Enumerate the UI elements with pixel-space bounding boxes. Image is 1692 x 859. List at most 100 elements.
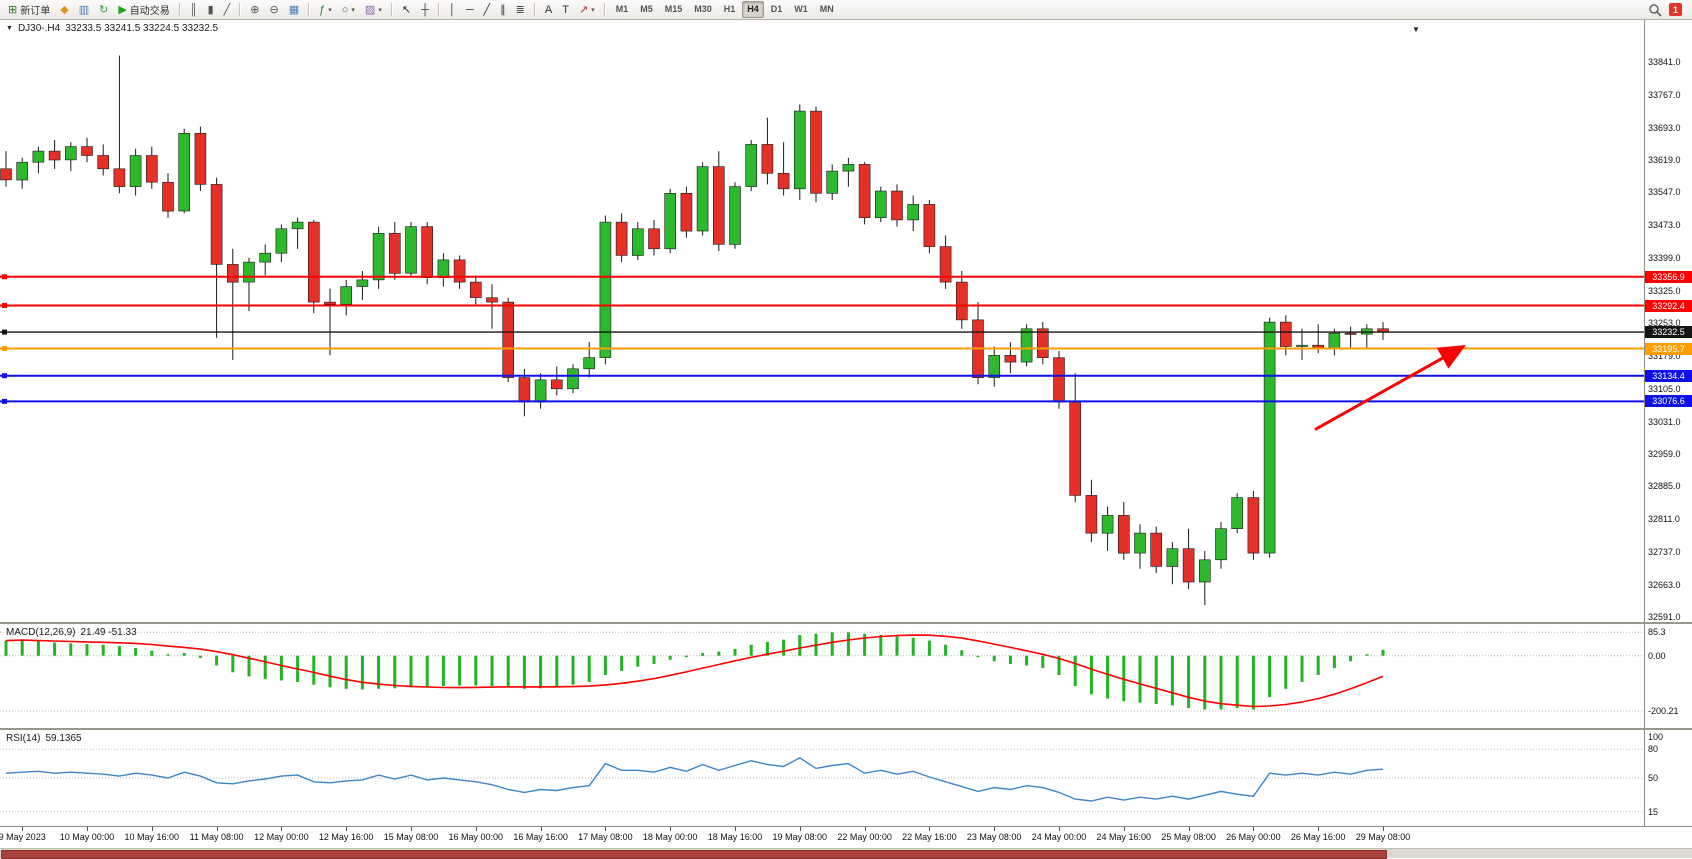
tf-m30-button[interactable]: M30 <box>689 1 717 18</box>
trendline-button[interactable]: ╱ <box>480 1 495 19</box>
bar-chart-button[interactable]: ║ <box>186 1 202 19</box>
tf-h1-button[interactable]: H1 <box>719 1 741 18</box>
zoom-out-button[interactable]: ⊖ <box>265 1 282 19</box>
axis-tick-label: 33841.0 <box>1648 56 1681 67</box>
new-order-button[interactable]: ⊞ 新订单 <box>4 1 54 19</box>
vertical-line-button[interactable]: │ <box>445 1 460 19</box>
candle-body <box>648 228 660 250</box>
chart-menu-arrow-icon[interactable]: ▼ <box>1412 25 1420 34</box>
macd-histogram-bar <box>733 648 737 656</box>
candle-body <box>1263 321 1276 554</box>
market-watch-button[interactable]: ▥ <box>75 1 93 19</box>
horizontal-line-button[interactable]: ─ <box>462 1 478 19</box>
axis-tick-label: 32591.0 <box>1648 612 1681 623</box>
periods-button[interactable]: ○ ▾ <box>338 1 359 19</box>
text-label-button[interactable]: T <box>558 1 573 19</box>
toolbar-separator <box>603 3 606 16</box>
toolbar-separator <box>437 3 440 16</box>
bar-chart-icon: ║ <box>189 3 198 16</box>
indicators-button[interactable]: ƒ ▾ <box>315 1 336 19</box>
candle-body <box>1199 559 1211 583</box>
time-tick <box>1383 827 1384 831</box>
macd-histogram-bar <box>20 639 24 656</box>
axis-tick-label: 50 <box>1648 773 1659 783</box>
candle-body <box>340 286 353 305</box>
tf-m15-button[interactable]: M15 <box>660 1 688 18</box>
time-label: 29 May 08:00 <box>1355 832 1411 842</box>
line-anchor-marker <box>2 329 7 335</box>
axis-tick-label: 33031.0 <box>1648 416 1681 427</box>
candle-body <box>307 221 320 303</box>
candle-body <box>194 133 207 185</box>
axis-tick-label: 32737.0 <box>1648 547 1681 558</box>
tf-d1-button[interactable]: D1 <box>766 1 788 18</box>
macd-histogram-bar <box>247 655 251 677</box>
tf-m1-button[interactable]: M1 <box>611 1 634 18</box>
panel-splitter[interactable] <box>0 622 1692 624</box>
axis-tick-label: -200.21 <box>1648 705 1679 716</box>
line-chart-button[interactable]: ╱ <box>220 1 235 19</box>
axis-tick-label: 15 <box>1648 806 1659 817</box>
trend-arrow-object[interactable] <box>1314 344 1467 431</box>
notification-badge[interactable]: 1 <box>1669 3 1682 16</box>
symbol-dropdown-icon[interactable]: ▼ <box>6 25 13 32</box>
candle-body <box>567 368 579 390</box>
candle-body <box>372 233 385 281</box>
macd-histogram-bar <box>279 655 283 681</box>
macd-histogram-bar <box>506 655 510 688</box>
auto-trading-button[interactable]: ▶ 自动交易 <box>114 1 173 19</box>
candle-body <box>1182 548 1195 583</box>
candle-body <box>16 161 29 181</box>
tf-m5-button-label: M5 <box>640 4 653 14</box>
candlestick-chart <box>0 55 1644 606</box>
macd-histogram-bar <box>1041 655 1045 669</box>
axis-tick-label: 33767.0 <box>1648 89 1681 100</box>
templates-button[interactable]: ▨ ▾ <box>361 1 386 19</box>
fibonacci-button[interactable]: ≣ <box>512 1 529 19</box>
macd-histogram-bar <box>717 651 721 656</box>
search-icon[interactable] <box>1648 3 1662 17</box>
market-watch-icon: ▥ <box>78 3 90 16</box>
time-label: 12 May 00:00 <box>254 832 309 842</box>
time-tick <box>929 827 931 831</box>
zoom-in-button[interactable]: ⊕ <box>246 1 263 19</box>
refresh-button[interactable]: ↻ <box>95 1 112 19</box>
panel-splitter[interactable] <box>0 728 1692 730</box>
candlestick-button[interactable]: ▮ <box>204 1 218 19</box>
macd-histogram-bar <box>1235 655 1239 709</box>
macd-histogram-bar <box>782 639 786 656</box>
main-chart-panel: ▼ DJ30-.H4 33233.5 33241.5 33224.5 33232… <box>0 20 1644 622</box>
time-tick <box>864 827 866 831</box>
time-axis[interactable]: 9 May 2023 10 May 00:00 10 May 16:00 11 May… <box>0 826 1692 848</box>
tf-mn-button[interactable]: MN <box>815 1 839 18</box>
tile-windows-button[interactable]: ▦ <box>285 1 303 19</box>
arrows-button[interactable]: ↗ ▾ <box>575 1 599 19</box>
tf-h4-button[interactable]: H4 <box>742 1 764 18</box>
templates-icon: ▨ <box>364 3 376 16</box>
macd-histogram-bar <box>830 632 834 656</box>
channel-button[interactable]: ∥ <box>496 1 510 19</box>
crosshair-button[interactable]: ┼ <box>417 1 433 19</box>
toolbar: ⊞ 新订单 ◆ ▥ ↻ ▶ 自动交易 ║ ▮ ╱ ⊕ ⊖ ▦ ƒ ▾ ○ ▾ ▨ ▾ ↖ ┼ │ ─ ╱ ∥ ≣ A T ↗ ▾ M1 M5 M… <box>0 0 1692 20</box>
trendline-icon: ╱ <box>483 3 491 16</box>
text-button[interactable]: A <box>541 1 556 19</box>
macd-histogram-bar <box>587 655 591 682</box>
time-tick <box>605 827 607 831</box>
chart-scrollbar[interactable] <box>0 848 1692 859</box>
zoom-out-icon: ⊖ <box>269 3 279 16</box>
macd-histogram-bar <box>458 655 462 686</box>
axis-tick-label: 32663.0 <box>1648 580 1681 591</box>
macd-histogram-bar <box>846 632 850 656</box>
tf-m5-button[interactable]: M5 <box>635 1 658 18</box>
candle-body <box>405 226 417 274</box>
candle-body <box>227 264 239 283</box>
profiles-button[interactable]: ◆ <box>56 1 72 19</box>
price-axis[interactable]: 33841.0 33767.0 33693.0 33619.0 33547.0 33473… <box>1644 20 1692 826</box>
cursor-button[interactable]: ↖ <box>398 1 415 19</box>
axis-tick-label: 100 <box>1648 732 1664 742</box>
tf-w1-button[interactable]: W1 <box>789 1 813 18</box>
macd-histogram-bar <box>1381 649 1385 656</box>
candle-body <box>1328 332 1341 350</box>
candle-body <box>469 281 482 298</box>
macd-histogram-bar <box>198 655 202 658</box>
